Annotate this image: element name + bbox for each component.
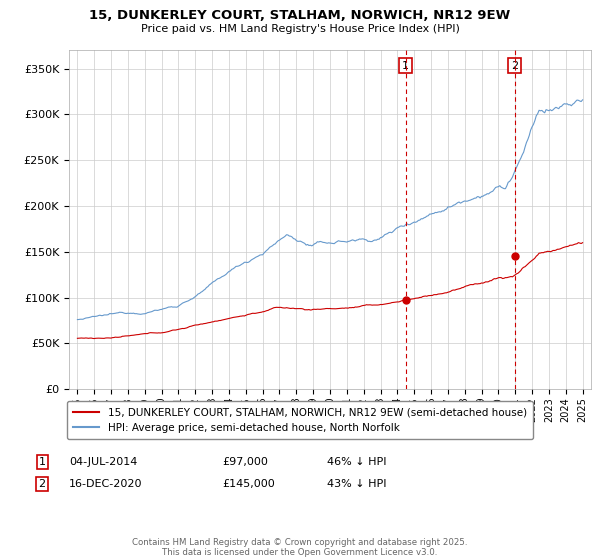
Text: 43% ↓ HPI: 43% ↓ HPI (327, 479, 386, 489)
Text: 16-DEC-2020: 16-DEC-2020 (69, 479, 143, 489)
Text: 15, DUNKERLEY COURT, STALHAM, NORWICH, NR12 9EW: 15, DUNKERLEY COURT, STALHAM, NORWICH, N… (89, 9, 511, 22)
Text: Price paid vs. HM Land Registry's House Price Index (HPI): Price paid vs. HM Land Registry's House … (140, 24, 460, 34)
Text: 04-JUL-2014: 04-JUL-2014 (69, 457, 137, 467)
Text: 1: 1 (402, 60, 409, 71)
Text: 1: 1 (38, 457, 46, 467)
Legend: 15, DUNKERLEY COURT, STALHAM, NORWICH, NR12 9EW (semi-detached house), HPI: Aver: 15, DUNKERLEY COURT, STALHAM, NORWICH, N… (67, 401, 533, 439)
Text: Contains HM Land Registry data © Crown copyright and database right 2025.
This d: Contains HM Land Registry data © Crown c… (132, 538, 468, 557)
Text: 2: 2 (38, 479, 46, 489)
Text: 46% ↓ HPI: 46% ↓ HPI (327, 457, 386, 467)
Text: £97,000: £97,000 (222, 457, 268, 467)
Text: 2: 2 (511, 60, 518, 71)
Text: £145,000: £145,000 (222, 479, 275, 489)
